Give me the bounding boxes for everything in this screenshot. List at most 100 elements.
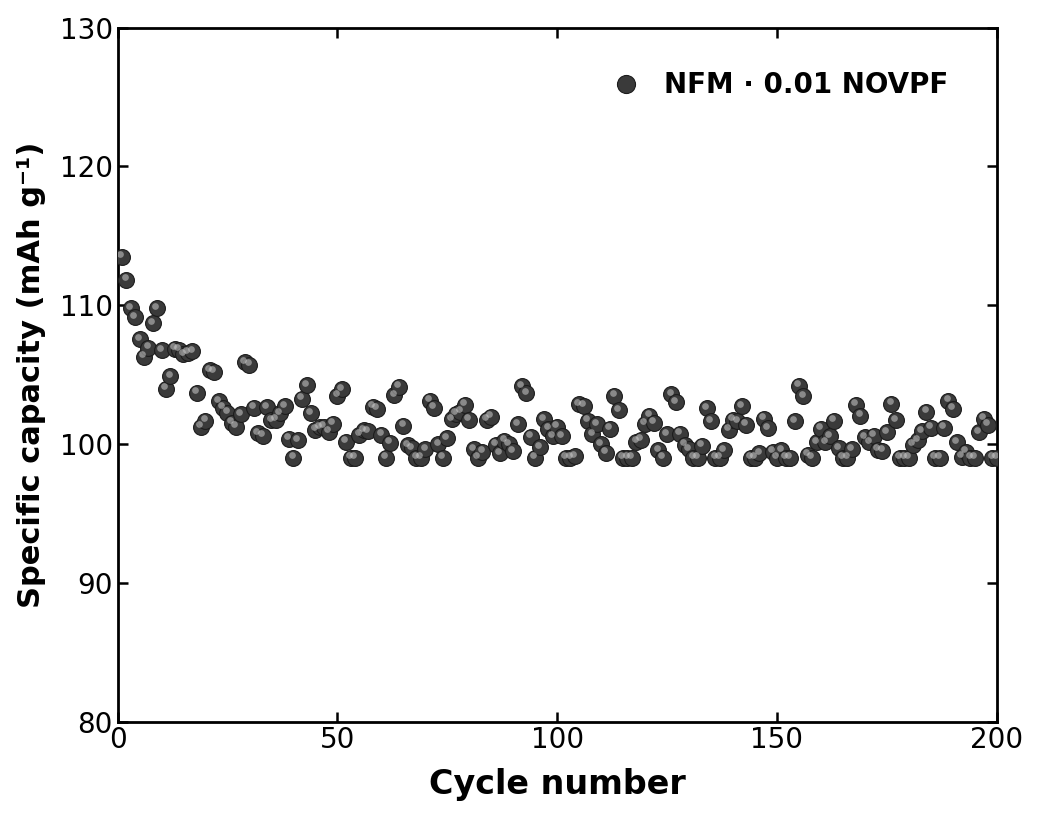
Point	[135, 350, 152, 363]
Point	[281, 432, 297, 445]
Point	[476, 411, 493, 424]
Point	[275, 397, 291, 410]
Point	[817, 436, 834, 449]
Point	[600, 420, 617, 433]
Point	[553, 430, 570, 443]
Point	[277, 399, 293, 412]
Point	[529, 438, 546, 451]
Point	[338, 435, 355, 448]
Point	[773, 444, 789, 457]
Point	[930, 449, 946, 462]
Point	[121, 299, 137, 312]
Point	[618, 449, 634, 462]
Point	[196, 411, 212, 425]
Point	[938, 392, 955, 405]
Point	[402, 439, 419, 452]
Point	[437, 429, 453, 443]
Point	[899, 449, 915, 462]
Point	[613, 449, 629, 462]
Point	[630, 431, 647, 444]
Point	[142, 314, 159, 327]
Point	[640, 407, 656, 420]
Point	[443, 413, 460, 426]
Point	[527, 452, 544, 465]
Point	[452, 405, 469, 418]
Point	[894, 449, 911, 462]
Point	[727, 412, 744, 425]
Point	[385, 386, 401, 399]
Point	[514, 380, 530, 393]
Point	[301, 404, 317, 417]
Point	[711, 452, 728, 465]
Point	[883, 397, 900, 410]
Point	[675, 436, 692, 449]
Point	[658, 428, 675, 441]
Point	[942, 400, 959, 413]
Point	[204, 362, 220, 375]
Point	[606, 389, 623, 402]
Point	[116, 271, 133, 284]
Point	[723, 411, 739, 424]
Point	[826, 414, 842, 427]
Point	[461, 413, 477, 426]
Point	[288, 431, 305, 444]
Point	[209, 393, 226, 406]
Point	[841, 440, 858, 453]
Point	[905, 438, 921, 452]
Point	[652, 449, 669, 462]
Point	[450, 402, 467, 416]
Point	[224, 416, 240, 429]
Point	[822, 429, 838, 443]
Point	[465, 443, 482, 456]
Point	[454, 396, 471, 409]
Point	[457, 398, 473, 411]
Point	[160, 367, 177, 380]
Point	[980, 418, 996, 431]
Point	[415, 440, 432, 453]
Point	[508, 416, 524, 429]
Point	[804, 452, 821, 465]
Point	[601, 422, 618, 435]
Point	[948, 436, 965, 449]
Point	[306, 420, 322, 434]
Point	[192, 420, 209, 434]
Point	[174, 345, 190, 358]
Point	[303, 407, 319, 420]
Point	[920, 419, 937, 432]
Point	[378, 452, 394, 465]
Point	[112, 248, 129, 261]
Point	[934, 419, 951, 432]
Point	[886, 411, 903, 424]
Point	[307, 423, 323, 436]
Point	[202, 364, 218, 377]
Point	[901, 452, 917, 465]
Point	[666, 393, 682, 407]
Point	[182, 342, 199, 355]
Point	[149, 302, 165, 315]
Point	[636, 417, 653, 430]
Point	[322, 415, 339, 428]
Point	[166, 343, 183, 356]
Point	[292, 389, 309, 402]
Point	[855, 429, 872, 442]
Point	[371, 425, 388, 438]
Point	[228, 420, 244, 434]
Point	[129, 330, 146, 343]
Point	[156, 380, 173, 393]
Point	[342, 452, 359, 465]
Point	[877, 423, 893, 436]
Point	[397, 437, 414, 450]
Point	[217, 404, 234, 417]
Point	[736, 416, 753, 429]
Point	[547, 417, 564, 430]
Point	[644, 414, 660, 427]
Point	[863, 427, 880, 440]
Point	[820, 427, 836, 440]
Point	[334, 383, 350, 396]
Point	[393, 416, 410, 429]
Point	[255, 429, 271, 443]
Point	[123, 302, 139, 315]
Point	[424, 398, 441, 411]
Point	[698, 402, 714, 415]
Point	[697, 399, 713, 412]
